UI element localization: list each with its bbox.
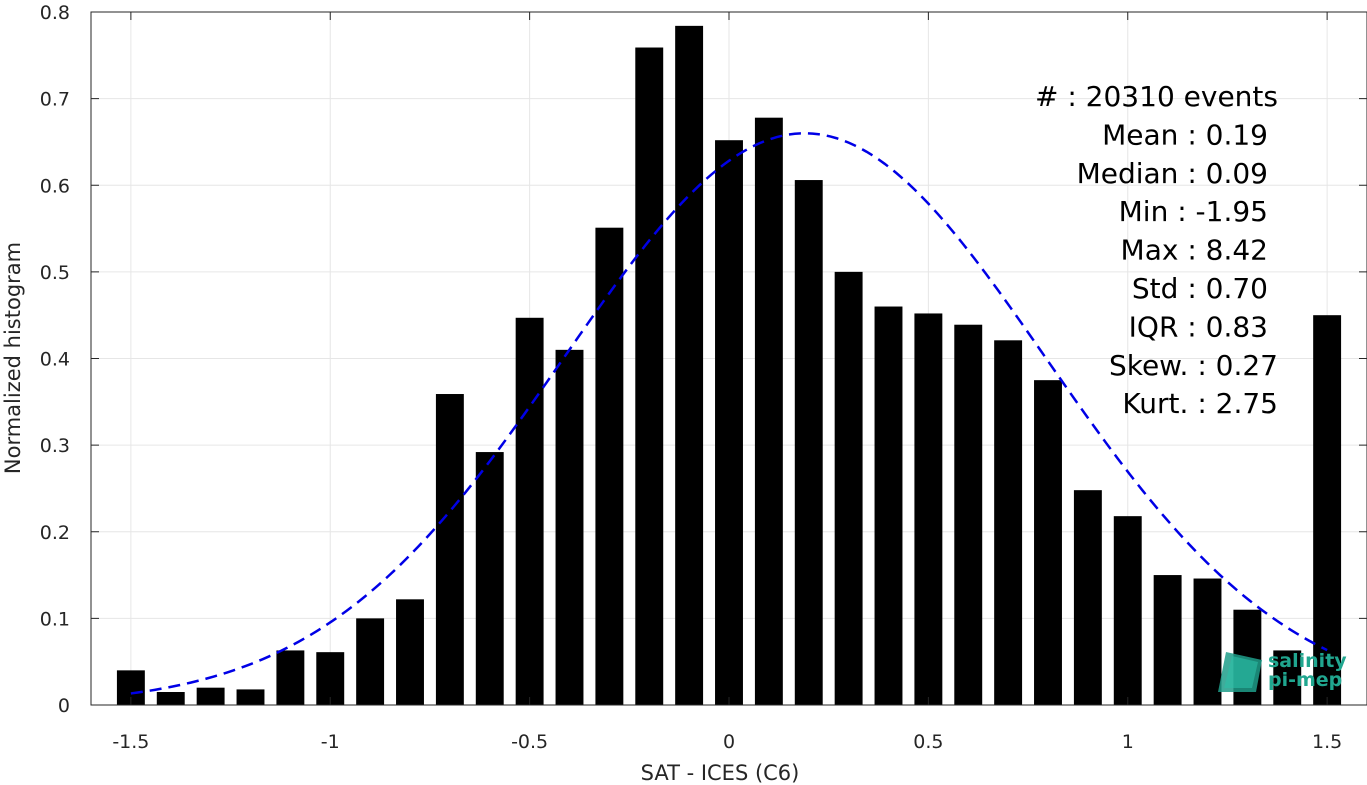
histogram-bar [1034, 380, 1062, 705]
histogram-bar [754, 117, 783, 706]
histogram-bar [1193, 578, 1222, 705]
histogram-bar [1153, 575, 1182, 705]
y-tick-label: 0.8 [40, 2, 70, 24]
histogram-bar [874, 306, 903, 705]
histogram-bar [914, 313, 943, 705]
x-tick-label: -0.5 [511, 731, 548, 753]
x-tick-label: 1 [1122, 731, 1134, 753]
stats-line: Kurt. : 2.75 [1122, 387, 1278, 420]
histogram-bar [475, 452, 504, 705]
logo-text-line2: pi-mep [1268, 669, 1342, 691]
y-tick-label: 0.3 [40, 435, 70, 457]
y-tick-label: 0.6 [40, 175, 70, 197]
stats-line: Skew. : 0.27 [1109, 349, 1278, 382]
stats-line: Min : -1.95 [1119, 195, 1268, 228]
histogram-bar [555, 349, 584, 705]
stats-line: # : 20310 events [1035, 80, 1278, 113]
histogram-bar [994, 340, 1023, 705]
y-tick-label: 0 [58, 695, 70, 717]
y-tick-label: 0.1 [40, 608, 70, 630]
stats-line: IQR : 0.83 [1129, 310, 1268, 343]
bars [116, 25, 1342, 706]
y-tick-label: 0.4 [40, 349, 70, 371]
histogram-bar [515, 317, 544, 705]
stats-line: Std : 0.70 [1132, 272, 1268, 305]
stats-line: Median : 0.09 [1077, 157, 1268, 190]
histogram-bar [715, 140, 743, 705]
histogram-bar [276, 650, 305, 705]
histogram-bar [635, 47, 664, 706]
histogram-bar [1113, 516, 1142, 705]
histogram-bar [435, 394, 464, 705]
x-tick-label: -1 [321, 731, 340, 753]
histogram-bar [954, 324, 983, 705]
histogram-bar [316, 652, 345, 705]
y-axis-title: Normalized histogram [1, 242, 25, 474]
histogram-bar [196, 687, 225, 705]
stats-box: # : 20310 events Mean : 0.19 Median : 0.09… [1035, 80, 1278, 420]
x-tick-label: -1.5 [112, 731, 149, 753]
histogram-bar [1273, 650, 1302, 705]
histogram-bar [794, 180, 823, 706]
histogram-bar [1313, 315, 1342, 705]
normal-fit-line [130, 132, 1328, 695]
y-tick-label: 0.2 [40, 522, 70, 544]
y-tick-label: 0.5 [40, 262, 70, 284]
histogram-bar [834, 271, 863, 705]
histogram-bar [236, 689, 265, 705]
histogram-bar [1073, 490, 1102, 705]
salinity-pimep-logo: salinity pi-mep [1218, 650, 1347, 692]
histogram-bar [396, 599, 424, 705]
x-axis-title: SAT - ICES (C6) [641, 761, 800, 785]
histogram-bar [356, 618, 385, 705]
stats-line: Max : 8.42 [1121, 234, 1268, 267]
x-tick-label: 0 [723, 731, 735, 753]
logo-text-line1: salinity [1268, 650, 1347, 672]
fit-curve [130, 132, 1328, 695]
y-axis-ticks: 0 0.1 0.2 0.3 0.4 0.5 0.6 0.7 0.8 [40, 2, 1367, 717]
histogram-bar [156, 692, 185, 705]
histogram-bar [595, 227, 624, 706]
y-tick-label: 0.7 [40, 89, 70, 111]
x-axis-ticks: -1.5 -1 -0.5 0 0.5 1 1.5 [112, 12, 1342, 753]
x-tick-label: 0.5 [913, 731, 943, 753]
stats-line: Mean : 0.19 [1102, 118, 1268, 151]
histogram-bar [675, 25, 704, 706]
x-tick-label: 1.5 [1312, 731, 1342, 753]
